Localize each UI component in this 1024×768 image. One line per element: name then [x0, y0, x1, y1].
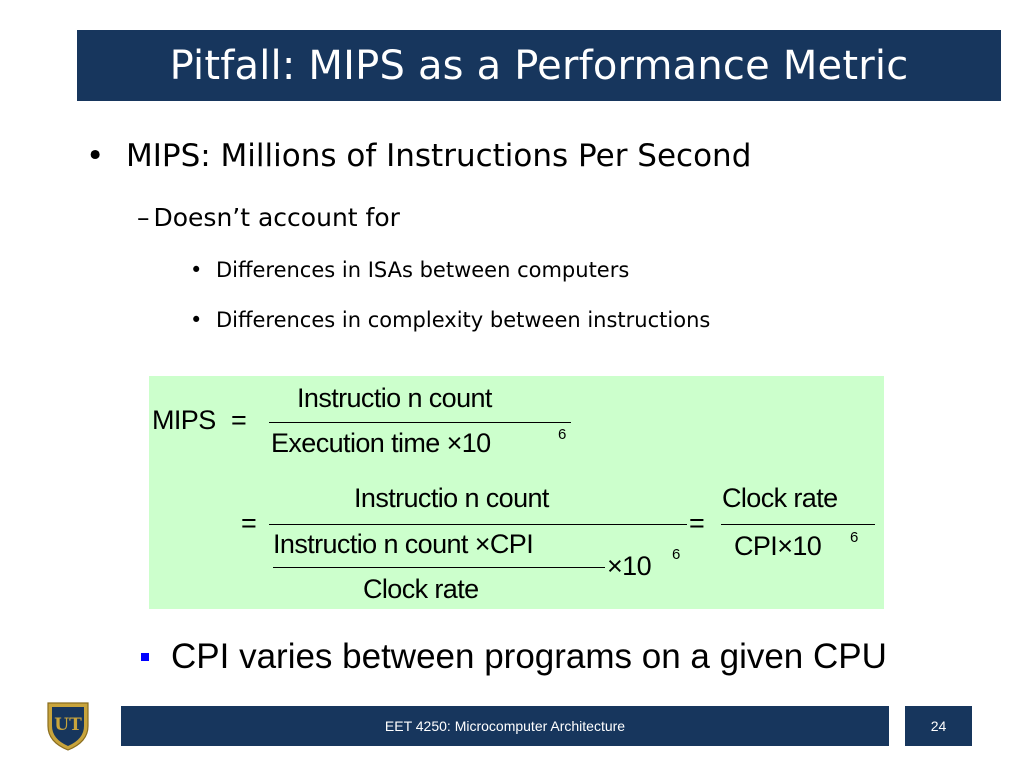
university-shield-logo: UT [47, 702, 89, 751]
inner-numerator: Instructio n count ×CPI [273, 529, 534, 559]
fraction-bar [721, 524, 875, 525]
inner-denominator: Clock rate [363, 574, 479, 604]
bullet-marker: • [86, 138, 105, 174]
formula-box: MIPS = Instructio n count Execution time… [149, 376, 884, 609]
equals-sign: = [241, 508, 257, 538]
bullet-text: Differences in ISAs between computers [216, 258, 630, 282]
bullet-marker: • [190, 258, 203, 282]
bullet-text: CPI varies between programs on a given C… [171, 637, 887, 676]
bullet-text: Doesn’t account for [153, 203, 400, 232]
numerator: Instructio n count [354, 483, 549, 513]
bullet-level3: • Differences in complexity between inst… [190, 308, 710, 332]
equals-sign: = [689, 508, 705, 538]
slide-title: Pitfall: MIPS as a Performance Metric [169, 42, 909, 89]
page-number: 24 [930, 718, 947, 734]
bullet-marker: • [190, 308, 203, 332]
formula-lhs: MIPS [152, 405, 216, 435]
equals-sign: = [231, 405, 247, 435]
footer-bar: EET 4250: Microcomputer Architecture [121, 706, 889, 746]
exponent: 6 [850, 529, 859, 546]
exponent: 6 [672, 546, 681, 563]
numerator: Instructio n count [297, 383, 492, 413]
dash-marker: – [137, 203, 150, 232]
denominator: Execution time ×10 [271, 428, 491, 458]
bullet-text: MIPS: Millions of Instructions Per Secon… [126, 138, 752, 174]
logo-lettering: UT [54, 715, 82, 735]
page-number-box: 24 [905, 706, 972, 746]
times-ten: ×10 [607, 551, 652, 581]
title-bar: Pitfall: MIPS as a Performance Metric [77, 30, 1001, 101]
bullet-level2: – Doesn’t account for [137, 203, 400, 232]
fraction-bar [269, 524, 687, 525]
square-bullet-icon [141, 653, 149, 661]
bullet-level1: • MIPS: Millions of Instructions Per Sec… [86, 138, 751, 174]
denominator: CPI×10 [734, 531, 822, 561]
course-name: EET 4250: Microcomputer Architecture [384, 718, 626, 734]
bullet-text: Differences in complexity between instru… [216, 308, 711, 332]
numerator: Clock rate [722, 483, 838, 513]
exponent: 6 [558, 426, 567, 443]
bottom-bullet: CPI varies between programs on a given C… [141, 637, 887, 677]
fraction-bar [269, 422, 571, 423]
inner-fraction-bar [273, 567, 605, 568]
bullet-level3: • Differences in ISAs between computers [190, 258, 629, 282]
